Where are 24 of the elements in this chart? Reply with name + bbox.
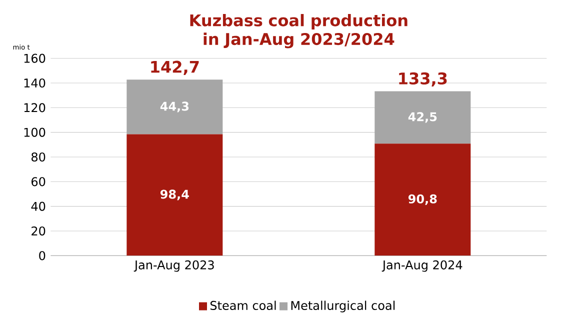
y-tick-label: 20 xyxy=(32,226,46,236)
y-tick-label: 60 xyxy=(32,177,46,186)
y-tick-label: 80 xyxy=(32,152,46,162)
y-tick-label: 40 xyxy=(31,202,46,211)
data-label: 44,3 xyxy=(160,102,189,112)
x-tick-label: Jan-Aug 2024 xyxy=(382,260,462,272)
y-tick-label: 140 xyxy=(24,78,46,88)
bar xyxy=(126,134,223,256)
y-tick-label: 160 xyxy=(24,54,46,63)
bar xyxy=(374,144,471,256)
y-tick-label: 120 xyxy=(24,103,46,112)
data-label: 90,8 xyxy=(408,194,437,205)
legend-label: Metallurgical coal xyxy=(291,300,395,312)
total-label: 142,7 xyxy=(151,60,199,75)
legend-label: Steam coal xyxy=(210,300,276,310)
bar xyxy=(126,80,223,134)
bar xyxy=(374,91,471,144)
data-label: 42,5 xyxy=(408,112,437,123)
total-label: 133,3 xyxy=(399,72,447,87)
data-label: 98,4 xyxy=(160,190,189,200)
y-tick-label: 100 xyxy=(24,128,46,137)
y-tick-label: 0 xyxy=(39,251,46,260)
x-tick-label: Jan-Aug 2023 xyxy=(134,260,214,272)
chart-title: Kuzbass coal production in Jan-Aug 2023/2024 xyxy=(190,14,408,48)
